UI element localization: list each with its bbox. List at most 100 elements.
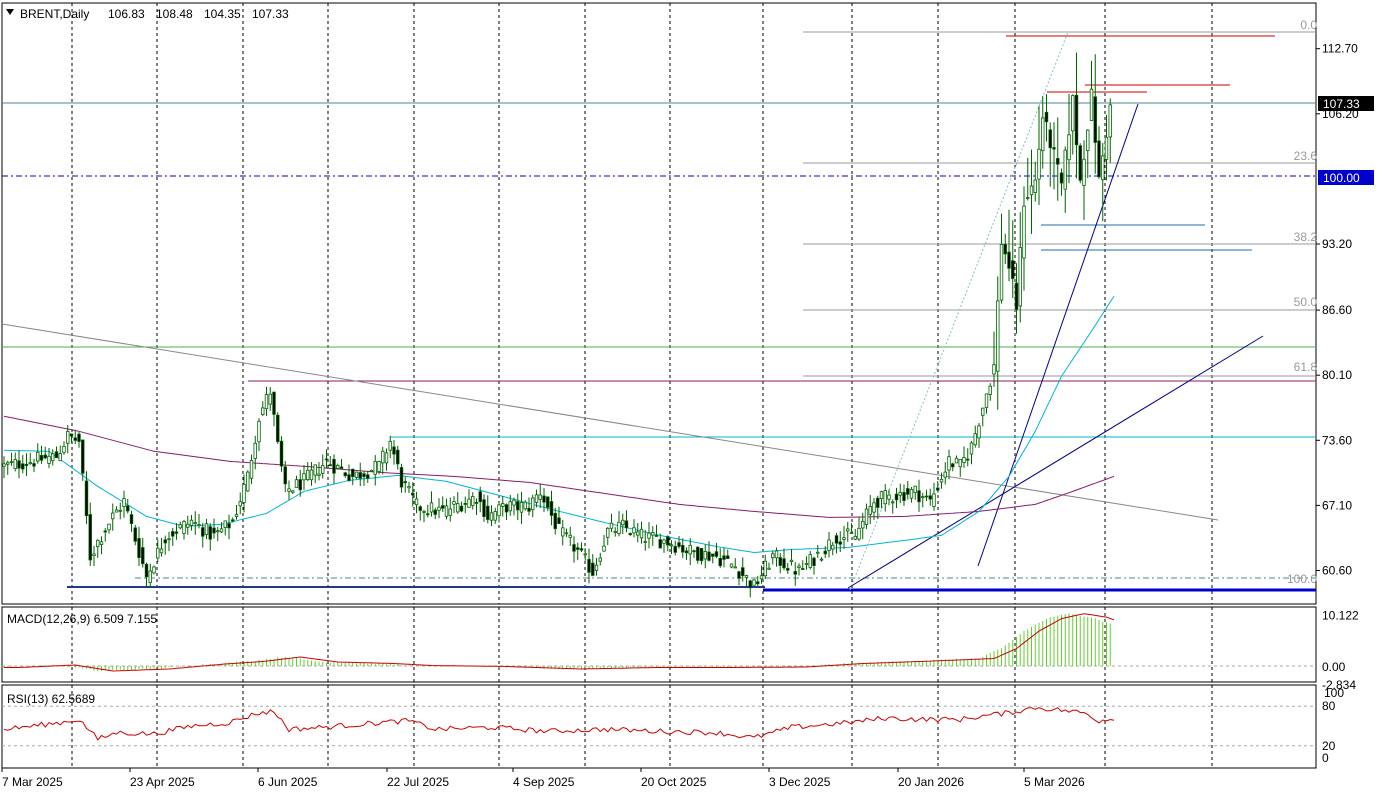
candle-body — [493, 511, 497, 521]
candle-body — [647, 532, 651, 539]
candle-body — [977, 425, 981, 439]
candle-body — [609, 522, 614, 529]
candle-body — [917, 490, 921, 503]
candle — [966, 448, 970, 467]
candle — [347, 464, 351, 482]
candle-body — [1104, 136, 1109, 160]
candle-body — [1074, 94, 1079, 146]
candle-body — [857, 527, 861, 540]
candle — [471, 492, 475, 510]
candle-body — [1026, 197, 1030, 199]
candle-body — [658, 539, 662, 549]
candle-body — [579, 548, 584, 551]
candle — [718, 548, 722, 568]
candle — [13, 452, 17, 472]
candle — [43, 446, 47, 460]
candle — [328, 455, 332, 467]
candle-body — [388, 441, 392, 451]
candle — [497, 502, 501, 523]
candle — [1052, 122, 1056, 190]
candle-body — [714, 551, 719, 557]
candle-body — [786, 568, 790, 571]
candle-body — [939, 478, 944, 483]
candle-body — [339, 466, 344, 469]
candle-body — [51, 453, 55, 462]
candle-body — [343, 472, 347, 477]
candle-body — [414, 498, 419, 506]
candle — [534, 489, 539, 508]
candle-body — [1029, 185, 1034, 196]
candle-body — [1044, 111, 1049, 123]
candle-body — [328, 464, 332, 467]
candle — [362, 470, 366, 486]
candle-body — [178, 524, 182, 529]
candle-body — [1041, 117, 1045, 152]
candle-body — [1003, 243, 1007, 255]
candle-body — [369, 470, 374, 472]
candle — [501, 495, 505, 517]
candle-body — [782, 558, 786, 569]
candle-body — [669, 544, 674, 547]
candle-body — [872, 502, 876, 513]
candle-body — [572, 544, 576, 552]
candle-body — [283, 466, 287, 485]
candle — [617, 511, 621, 537]
candle-body — [703, 551, 707, 560]
candle — [628, 532, 632, 537]
candle-body — [17, 460, 21, 469]
candle-body — [504, 504, 509, 513]
candle-body — [392, 446, 396, 455]
candle-body — [287, 488, 291, 492]
candle — [759, 565, 764, 584]
candle — [219, 522, 224, 533]
candle — [1082, 140, 1086, 221]
candle-body — [1078, 145, 1082, 181]
macd-tick-label: -2.834 — [1322, 678, 1356, 692]
candle-body — [21, 463, 25, 470]
candle — [857, 516, 861, 541]
candle-body — [253, 442, 257, 459]
candle — [321, 454, 325, 479]
fib-label-50: 50.0 — [1294, 295, 1318, 309]
symbol-label: BRENT,Daily — [20, 7, 89, 21]
candle-body — [598, 557, 602, 562]
candle — [789, 549, 794, 566]
candle — [298, 469, 302, 497]
candle — [144, 562, 149, 588]
candle-body — [988, 385, 992, 395]
candle — [947, 449, 951, 480]
candle-body — [1059, 172, 1064, 184]
candle — [722, 547, 726, 568]
candle-body — [418, 506, 422, 511]
time-axis: 7 Mar 2025 23 Apr 2025 6 Jun 2025 22 Jul 20… — [1, 768, 1085, 789]
candle-body — [557, 517, 561, 525]
candle-body — [24, 463, 29, 466]
candle-body — [1033, 179, 1037, 193]
candle — [594, 557, 599, 576]
candle — [771, 550, 775, 565]
candle — [894, 487, 899, 509]
candle-body — [748, 580, 752, 589]
candle — [744, 574, 749, 587]
candle-body — [216, 530, 220, 533]
candle — [92, 545, 96, 567]
current-price-tag: 107.33 — [1318, 96, 1374, 111]
candle-body — [684, 550, 689, 554]
dropdown-triangle-icon[interactable] — [6, 9, 14, 15]
candle — [797, 563, 801, 576]
candle-body — [527, 507, 531, 512]
candle-body — [39, 455, 44, 461]
candle — [531, 494, 535, 518]
panel-frames — [1, 2, 1317, 769]
candle — [1014, 263, 1019, 334]
price-tick-label: 80.10 — [1322, 368, 1352, 382]
candle-body — [707, 551, 711, 561]
candle — [381, 446, 385, 475]
candle — [928, 488, 932, 506]
candle-body — [763, 560, 767, 577]
candle — [898, 483, 902, 504]
candle-body — [954, 457, 959, 464]
candle-body — [238, 501, 242, 507]
candle-body — [718, 557, 722, 567]
candle — [932, 482, 936, 511]
